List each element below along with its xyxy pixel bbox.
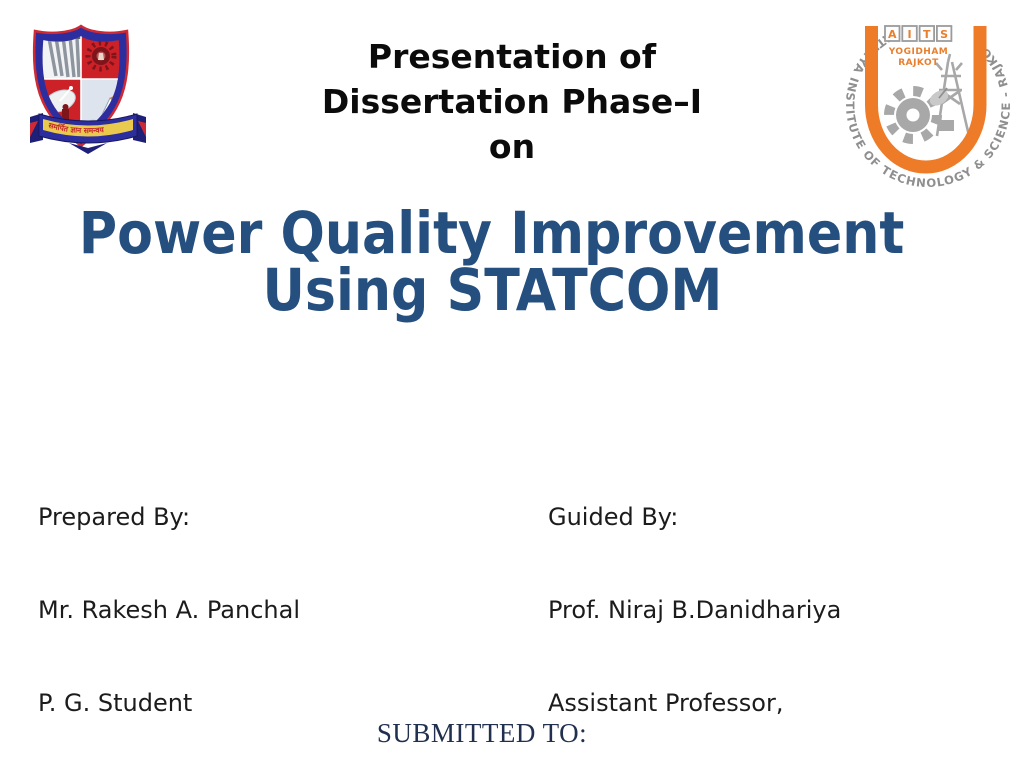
aits-letter-s: S	[940, 28, 948, 41]
aits-rajkot-text: RAJKOT	[898, 58, 939, 68]
slide-title: Power Quality Improvement Using STATCOM	[0, 199, 1004, 324]
prepared-by-line: P. G. Student	[38, 689, 193, 717]
submitted-to-block: SUBMITTED TO: GUJARAT TECHNOLOGICAL UNIV…	[0, 648, 994, 768]
title-line-1: Power Quality Improvement	[79, 199, 905, 267]
prepared-by-line: Mr. Rakesh A. Panchal	[38, 596, 300, 624]
aits-letter-t: T	[923, 28, 931, 41]
aits-yogidham-text: YOGIDHAM	[888, 47, 949, 57]
header-line-1: Presentation of	[367, 37, 657, 76]
orange-u-shape	[865, 26, 987, 174]
gtu-university-logo: समर्पित ज्ञान समन्वय	[30, 24, 146, 154]
aits-letter-a: A	[888, 28, 897, 41]
gear-tower-icon	[884, 53, 971, 144]
gear-rosette-icon	[85, 40, 117, 72]
header-line-3: on	[488, 127, 536, 166]
guided-by-line: Assistant Professor,	[548, 689, 784, 717]
ribbon-banner: समर्पित ज्ञान समन्वय	[30, 113, 146, 154]
dam-penstocks-icon	[47, 36, 81, 78]
guided-by-line: Prof. Niraj B.Danidhariya	[548, 596, 842, 624]
title-line-2: Using STATCOM	[262, 256, 722, 324]
guided-by-line: Guided By:	[548, 503, 679, 531]
aits-institute-logo: ATMIYA INSTITUTE OF TECHNOLOGY & SCIENCE…	[843, 25, 1012, 190]
header-line-2: Dissertation Phase–I	[321, 82, 703, 121]
transformer-box-icon	[939, 120, 954, 131]
slide-header: Presentation of Dissertation Phase–I on	[0, 34, 1024, 169]
aits-acronym: A I T S	[884, 25, 953, 42]
aits-letter-i: I	[907, 28, 911, 41]
guided-by-block: Guided By: Prof. Niraj B.Danidhariya Ass…	[548, 440, 876, 768]
submitted-to-line: SUBMITTED TO:	[376, 718, 588, 748]
prepared-by-block: Prepared By: Mr. Rakesh A. Panchal P. G.…	[38, 440, 366, 768]
prepared-by-line: Prepared By:	[38, 503, 191, 531]
